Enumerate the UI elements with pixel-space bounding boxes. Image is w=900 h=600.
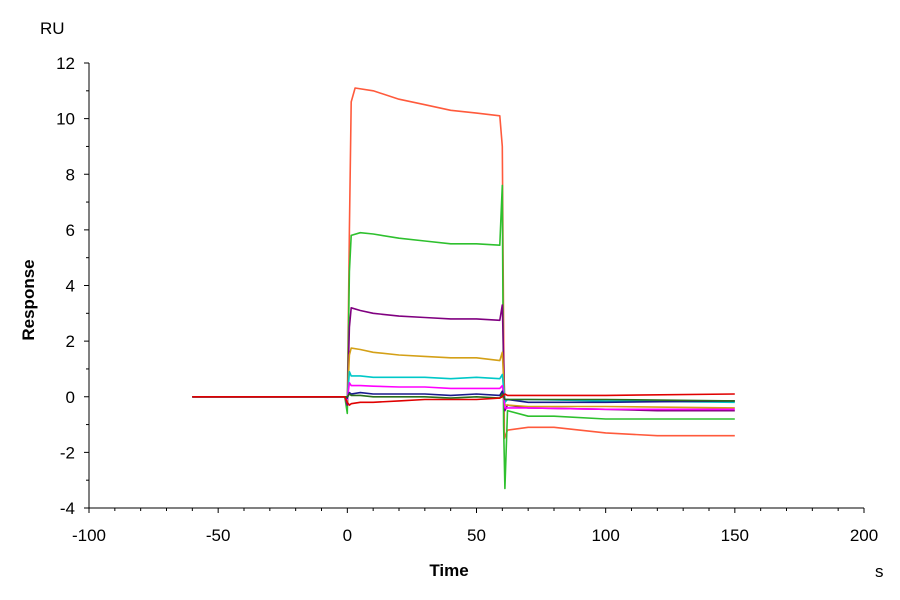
y-tick-label: -2 bbox=[60, 443, 75, 462]
x-tick-label: 200 bbox=[850, 526, 878, 545]
y-tick-label: 6 bbox=[66, 221, 75, 240]
x-tick-label: 100 bbox=[591, 526, 619, 545]
y-tick-label: 4 bbox=[66, 277, 75, 296]
x-tick-label: -100 bbox=[72, 526, 106, 545]
x-unit-label: s bbox=[875, 562, 884, 581]
x-tick-label: -50 bbox=[206, 526, 231, 545]
x-tick-label: 150 bbox=[721, 526, 749, 545]
series-layer bbox=[192, 87, 735, 490]
ticks-layer: -4 -2 0 2 4 6 8 10 12 -100 -50 0 50 100 150 200 bbox=[56, 54, 878, 545]
x-tick-label: 50 bbox=[467, 526, 486, 545]
series-line-2 bbox=[192, 184, 735, 490]
x-tick-label: 0 bbox=[343, 526, 352, 545]
y-tick-label: 2 bbox=[66, 332, 75, 351]
axes-layer bbox=[88, 63, 864, 509]
y-tick-label: -4 bbox=[60, 499, 75, 518]
y-tick-label: 0 bbox=[66, 388, 75, 407]
y-axis-title: Response bbox=[19, 259, 38, 340]
series-line-9 bbox=[192, 393, 735, 406]
y-tick-label: 8 bbox=[66, 165, 75, 184]
y-tick-label: 10 bbox=[56, 110, 75, 129]
y-unit-label: RU bbox=[40, 19, 65, 38]
series-line-8 bbox=[192, 393, 735, 402]
y-tick-label: 12 bbox=[56, 54, 75, 73]
x-axis-title: Time bbox=[429, 561, 468, 580]
series-line-6 bbox=[192, 381, 735, 411]
series-line-1 bbox=[192, 87, 735, 440]
